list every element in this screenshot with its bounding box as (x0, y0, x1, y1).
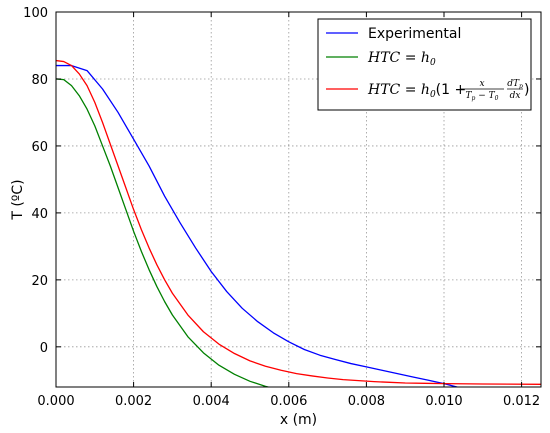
x-tick-label: 0.012 (503, 394, 540, 409)
x-tick-label: 0.002 (115, 394, 152, 409)
legend-entry-experimental: Experimental (368, 26, 461, 42)
tick-layer: 0.000 0.002 0.004 0.006 0.008 0.010 0.012 0 20 40… (23, 6, 541, 409)
x-tick-label: 0.000 (37, 394, 74, 409)
legend-minus: − (475, 91, 488, 101)
x-tick-label: 0.008 (348, 394, 385, 409)
legend-dt: dT (507, 79, 520, 89)
plot-frame (55, 11, 542, 388)
y-axis-label: T (ºC) (10, 179, 26, 220)
legend-sub-0: 0 (430, 90, 436, 100)
series-line-htc-h0 (56, 78, 271, 387)
legend-entry-htc-corrected: HTC = h0(1 + x Tp − T0 dTp dx ) (367, 79, 529, 102)
y-tick-label: 80 (31, 73, 48, 88)
legend-h: h (421, 82, 430, 98)
y-tick-label: 0 (40, 341, 48, 356)
x-axis-label: x (m) (280, 412, 317, 428)
legend-eq: = (400, 82, 421, 98)
legend-tp: T (466, 91, 473, 101)
legend-entry-htc-h0: HTC = h0 (367, 50, 436, 68)
x-tick-label: 0.004 (193, 394, 230, 409)
legend-sub-0: 0 (430, 58, 436, 68)
legend-formula-main: HTC = h0(1 + (367, 82, 471, 100)
y-tick-label: 100 (23, 6, 48, 21)
legend-h: h (421, 50, 430, 66)
y-tick-label: 20 (31, 274, 48, 289)
legend-paren-open: (1 + (436, 82, 471, 98)
series-line-experimental (56, 64, 460, 387)
legend-paren-close: ) (524, 82, 529, 98)
series-layer (56, 59, 541, 387)
series-line-htc-corrected (56, 59, 541, 385)
y-tick-label: 60 (31, 140, 48, 155)
legend-box (317, 18, 532, 111)
legend-t0-sub: 0 (495, 95, 499, 102)
legend-tp-sub: p (472, 95, 476, 102)
legend-t0: T (489, 91, 496, 101)
x-tick-label: 0.010 (425, 394, 462, 409)
legend: Experimental HTC = h0 HTC = h0(1 + x Tp … (317, 18, 532, 111)
legend-frac1-numerator: x (479, 79, 484, 89)
legend-frac2-numerator: dTp (507, 79, 523, 90)
legend-htc: HTC (367, 82, 401, 98)
y-tick-label: 40 (31, 207, 48, 222)
legend-eq: = (400, 50, 421, 66)
legend-frac1-denominator: Tp − T0 (466, 91, 499, 102)
legend-htc: HTC (367, 50, 401, 66)
legend-dt-sub: p (519, 83, 523, 90)
legend-frac2-denominator: dx (510, 91, 521, 101)
x-tick-label: 0.006 (270, 394, 307, 409)
